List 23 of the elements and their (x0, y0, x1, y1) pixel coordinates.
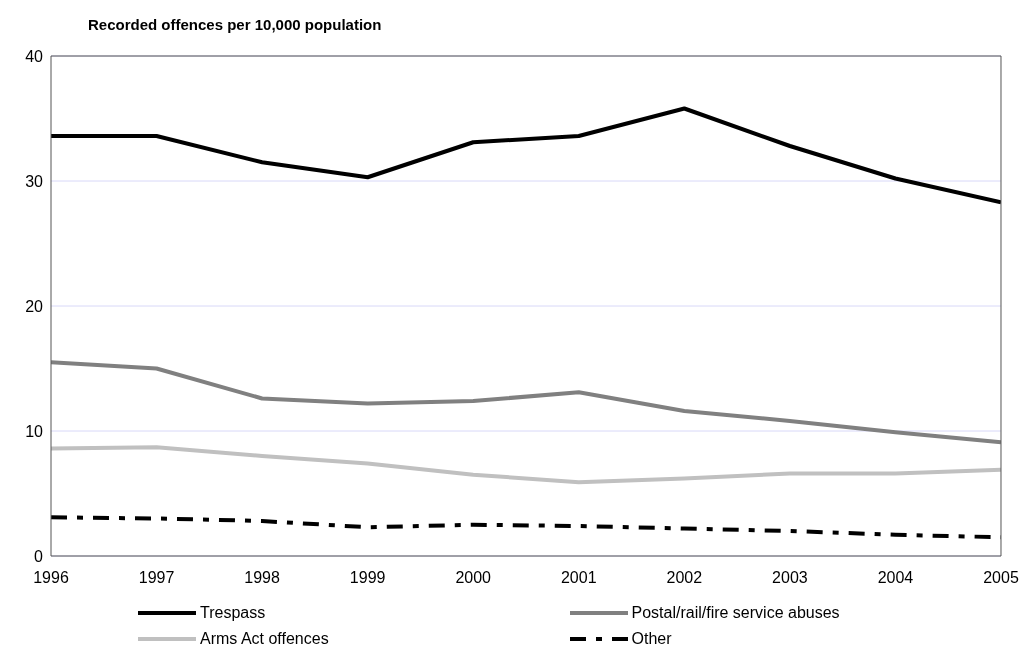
y-tick-label: 0 (34, 547, 44, 565)
x-tick-label: 2000 (455, 569, 492, 587)
x-tick-label: 1999 (349, 569, 386, 587)
legend-label: Arms Act offences (200, 630, 329, 648)
x-tick-label: 2002 (666, 569, 703, 587)
y-tick-label: 30 (25, 172, 44, 190)
line-series (51, 106, 1001, 205)
x-tick-label: 2004 (877, 569, 914, 587)
line-series (51, 445, 1001, 485)
y-tick-label: 40 (25, 47, 44, 65)
y-tick-label: 20 (25, 297, 44, 315)
x-tick-label: 2005 (983, 569, 1019, 587)
x-tick-label: 1997 (138, 569, 175, 587)
legend-label: Postal/rail/fire service abuses (631, 604, 840, 622)
x-tick-label: 2001 (560, 569, 597, 587)
x-tick-label: 1996 (33, 569, 69, 587)
legend-label: Other (631, 630, 672, 648)
x-tick-label: 2003 (772, 569, 808, 587)
y-tick-label: 10 (25, 422, 44, 440)
chart-title: Recorded offences per 10,000 population (87, 15, 383, 35)
x-tick-label: 1998 (244, 569, 281, 587)
legend-label: Trespass (200, 604, 266, 622)
line-series (51, 360, 1001, 445)
